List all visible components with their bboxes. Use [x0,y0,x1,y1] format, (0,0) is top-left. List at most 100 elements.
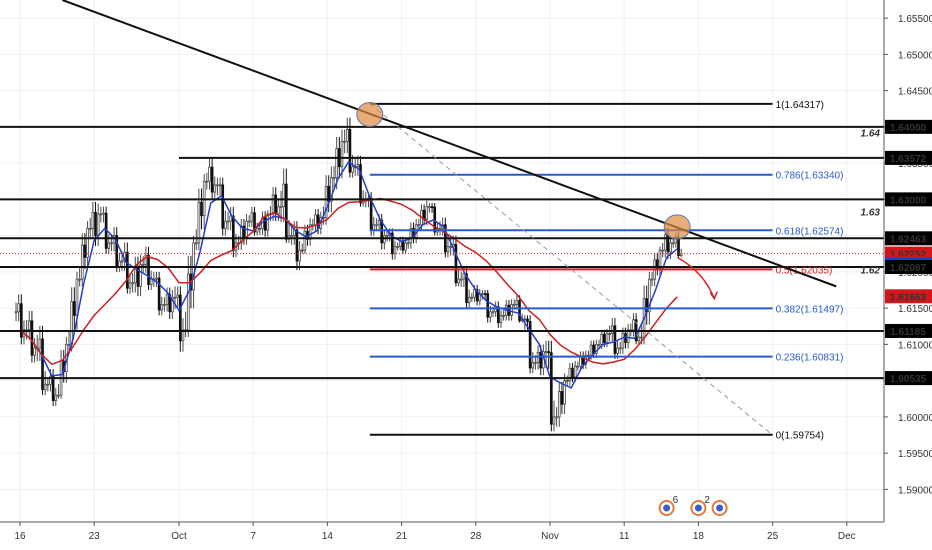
candle-body [131,282,134,285]
candle-body [298,249,301,262]
candle-body [375,224,378,227]
candle-body [332,177,336,180]
price-label-text: 1.62252 [890,250,927,261]
candle-body [359,164,362,204]
candle-body [178,294,182,342]
candle-body [155,277,158,280]
candle-body [335,148,339,179]
fib-level-label: 0.236(1.60831) [776,353,844,364]
fib-trend-dashed-line[interactable] [369,103,773,436]
candle-body [205,180,209,183]
candle-body [515,300,519,305]
candle-body [231,215,235,251]
candle-body [194,242,198,245]
candle-body [650,278,654,281]
round-number-label: 1.62 [861,266,881,277]
candle-body [555,416,558,419]
candle-body [626,329,630,343]
candle-body [385,235,389,238]
candle-body [467,296,471,304]
candle-body [340,140,344,168]
candle-body [51,375,55,401]
candle-body [271,194,275,215]
candle-body [595,343,598,354]
descending-trendline[interactable] [62,0,837,288]
price-label-box [885,119,932,134]
candle-body [406,242,410,245]
candle-body [563,380,566,405]
candle-body [486,293,490,318]
fib-level-label: 0(1.59754) [776,431,824,442]
candle-body [118,260,121,267]
candle-body [648,278,651,313]
projection-arrow[interactable] [676,256,715,299]
candle-body [128,282,132,289]
candle-body [277,206,280,215]
candle-body [197,201,201,244]
candle-body [499,314,503,324]
candle-body [250,212,254,222]
candle-body [96,213,100,237]
fibonacci-retracement[interactable]: 1(1.64317) 0.786(1.63340) 0.618(1.62574) 0.… [369,100,844,442]
event-marker-count: 2 [704,495,710,506]
candle-body [224,220,227,229]
candle-body [470,296,474,299]
candle-body [300,249,304,252]
candle-body [213,184,217,193]
candle-body [602,333,606,343]
candle-body [640,336,643,339]
y-tick-label: 1.61000 [898,340,932,351]
drawings[interactable] [62,0,837,436]
fib-level-label: 0.786(1.63340) [776,171,844,182]
candle-body [330,177,333,202]
candle-body [396,246,399,248]
candle-body [147,254,150,285]
y-tick-label: 1.64500 [898,87,932,98]
candle-body [573,365,577,378]
y-tick-label: 1.65500 [898,14,932,25]
price-label-text: 1.62463 [890,234,927,245]
highlight-circle[interactable] [356,102,384,128]
candle-body [600,333,604,345]
candle-body [560,391,564,405]
fib-level-label: 1(1.64317) [776,100,824,111]
horizontal-levels[interactable] [0,125,884,380]
candle-body [491,311,495,314]
candle-body [528,321,532,369]
candle-body [17,303,21,313]
round-number-label: 1.64 [861,129,881,140]
candle-body [571,367,574,378]
candle-body [377,219,381,226]
x-tick-label: 18 [693,531,705,542]
candle-body [449,246,452,248]
price-label-text: 1.60535 [890,374,927,385]
x-tick-label: 23 [89,531,101,542]
candle-body [165,294,169,305]
candle-body [99,213,103,216]
candle-body [345,129,349,142]
event-marker-dot [716,504,724,512]
candle-body [605,333,609,343]
candle-body [661,249,664,252]
candle-body [552,416,556,425]
candle-body [149,278,153,285]
x-tick-label: Nov [541,531,559,542]
candle-body [144,254,148,266]
candle-body [94,212,97,237]
candle-body [176,294,180,298]
candle-body [157,277,161,311]
x-tick-label: 14 [322,531,334,542]
candle-body [141,264,145,267]
candle-body [677,237,680,256]
candle-body [200,201,203,217]
candle-body [576,365,580,368]
candle-body [669,242,672,253]
highlight-circle[interactable] [663,214,691,240]
candle-body [610,325,614,334]
candle-body [481,293,484,296]
candle-body [462,273,466,280]
y-tick-label: 1.59000 [898,485,932,496]
candle-body [284,183,288,240]
